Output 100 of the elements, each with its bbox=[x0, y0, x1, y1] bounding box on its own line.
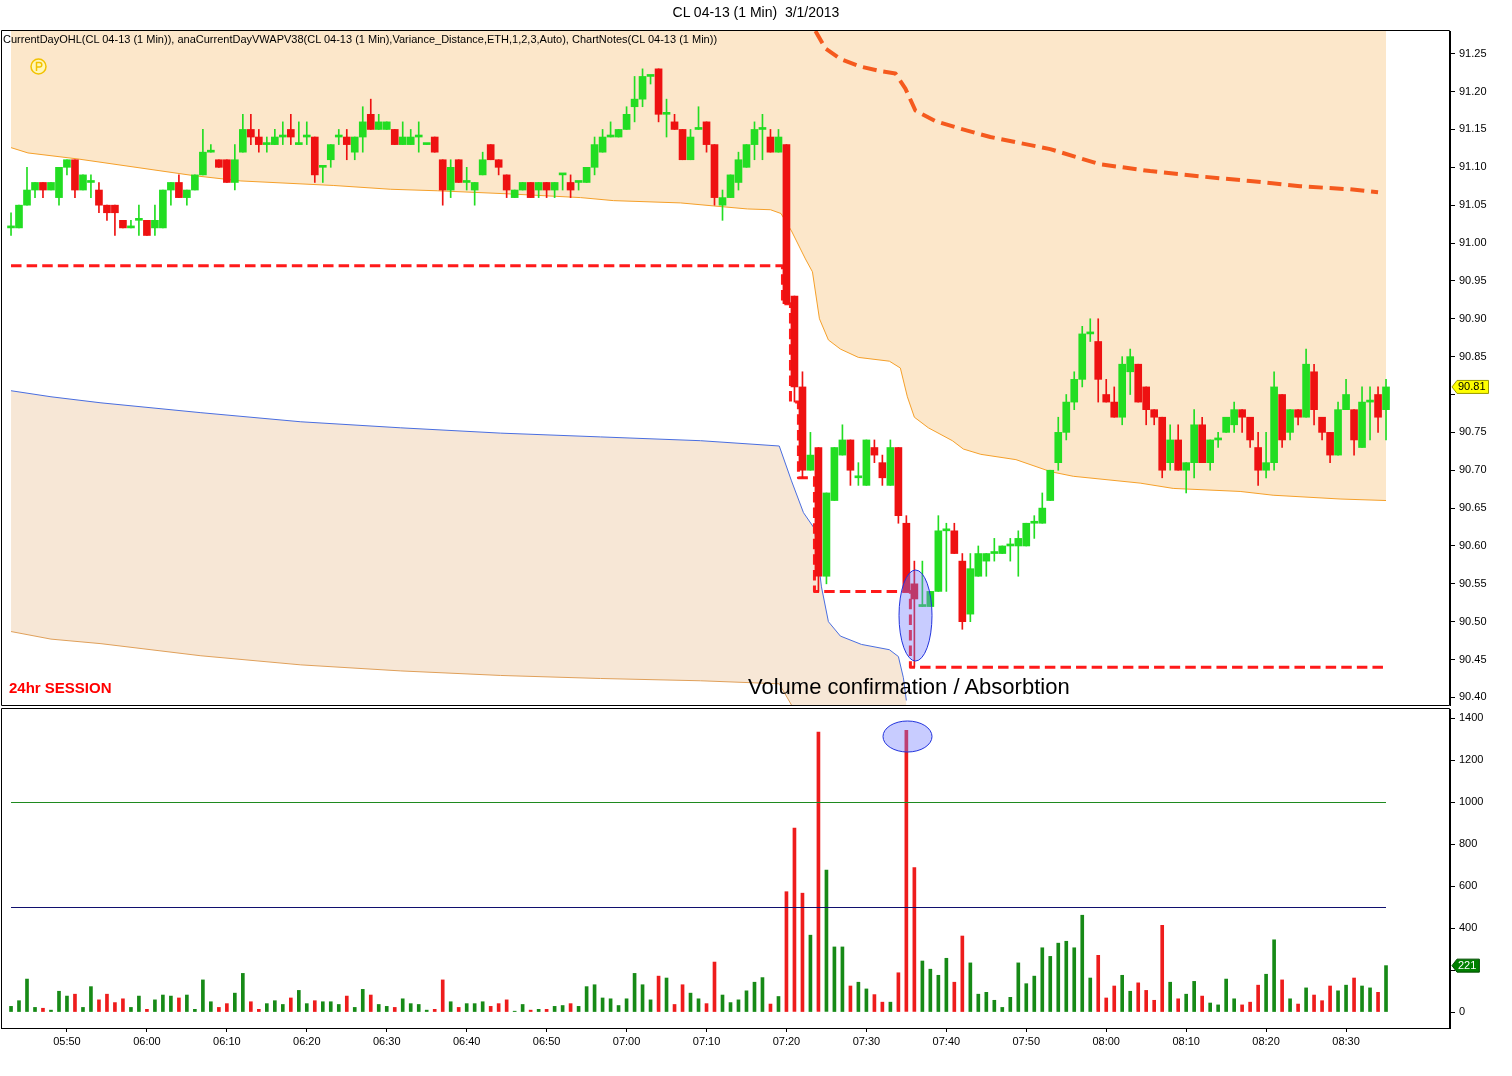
bar bbox=[1232, 998, 1236, 1012]
bar bbox=[129, 1007, 133, 1012]
y-tick-label: 90.55 bbox=[1459, 576, 1487, 589]
bar bbox=[1192, 981, 1196, 1012]
bar bbox=[360, 989, 365, 1012]
x-tick-label: 07:10 bbox=[692, 1034, 721, 1047]
bar bbox=[57, 990, 61, 1012]
bar bbox=[193, 1008, 197, 1012]
y-tick-label: 800 bbox=[1459, 837, 1478, 850]
bar bbox=[440, 979, 445, 1012]
bar bbox=[249, 1001, 253, 1012]
bar bbox=[73, 993, 77, 1012]
bar bbox=[1160, 924, 1165, 1012]
bar bbox=[1072, 947, 1077, 1012]
bar bbox=[392, 1007, 397, 1012]
bar bbox=[273, 1000, 277, 1012]
x-tick-label: 07:50 bbox=[1012, 1034, 1041, 1047]
bar bbox=[352, 1007, 357, 1012]
y-tick-label: 91.05 bbox=[1459, 198, 1487, 211]
bar bbox=[416, 1004, 421, 1012]
bar bbox=[1336, 990, 1340, 1012]
bar bbox=[1168, 981, 1172, 1012]
bar bbox=[464, 1003, 469, 1012]
bar bbox=[1176, 998, 1181, 1012]
bar bbox=[209, 1001, 213, 1012]
bar bbox=[81, 1007, 85, 1012]
bar bbox=[304, 1003, 309, 1012]
x-tick-label: 06:00 bbox=[133, 1034, 161, 1047]
bar bbox=[1104, 997, 1109, 1012]
annotation: Volume confirmation / Absorbtion bbox=[748, 674, 1070, 700]
bar bbox=[1376, 991, 1380, 1012]
bar bbox=[1184, 993, 1189, 1012]
y-tick-label: 90.50 bbox=[1459, 614, 1487, 627]
bar bbox=[105, 993, 109, 1012]
annotation: 90.81 bbox=[1458, 380, 1486, 393]
chart-title: CL 04-13 (1 Min) 3/1/2013 bbox=[671, 4, 841, 20]
y-tick-label: 90.60 bbox=[1459, 539, 1487, 551]
bar bbox=[1056, 942, 1061, 1012]
bar bbox=[1096, 955, 1101, 1012]
bar bbox=[1080, 914, 1085, 1012]
bar bbox=[1000, 1007, 1005, 1012]
bar bbox=[288, 997, 293, 1012]
y-tick-label: 90.70 bbox=[1459, 463, 1487, 476]
bar bbox=[161, 994, 165, 1012]
bar bbox=[1384, 965, 1388, 1012]
bar bbox=[137, 995, 141, 1012]
bar bbox=[1048, 956, 1053, 1012]
bar bbox=[1208, 1002, 1212, 1012]
candlestick bbox=[294, 121, 303, 145]
bar bbox=[1008, 997, 1013, 1012]
x-tick-label: 08:10 bbox=[1172, 1034, 1200, 1047]
y-tick-label: 90.65 bbox=[1459, 501, 1487, 514]
bar bbox=[1360, 985, 1364, 1012]
bar bbox=[9, 1006, 13, 1012]
bar bbox=[49, 1009, 53, 1012]
bar bbox=[1040, 947, 1045, 1012]
bar bbox=[328, 1001, 333, 1012]
bar bbox=[336, 1004, 341, 1012]
bar bbox=[1272, 939, 1276, 1012]
bar bbox=[265, 1003, 269, 1012]
bar bbox=[1032, 975, 1037, 1012]
bar bbox=[1088, 977, 1093, 1012]
bar bbox=[408, 1003, 413, 1012]
bar bbox=[1288, 998, 1292, 1012]
candlestick bbox=[286, 113, 295, 145]
x-tick-label: 06:10 bbox=[213, 1034, 241, 1047]
y-tick-label: 1400 bbox=[1459, 711, 1484, 724]
x-tick-label: 07:40 bbox=[932, 1034, 961, 1047]
bar bbox=[1112, 985, 1117, 1012]
bar bbox=[296, 990, 301, 1012]
bar bbox=[376, 1004, 381, 1012]
line-series bbox=[813, 31, 1381, 195]
x-tick-label: 06:20 bbox=[293, 1034, 321, 1047]
y-tick-label: 91.20 bbox=[1459, 84, 1487, 97]
y-tick-label: 1000 bbox=[1459, 795, 1484, 808]
bar bbox=[1152, 999, 1157, 1012]
bar bbox=[33, 1007, 37, 1012]
bar bbox=[97, 999, 101, 1012]
bar bbox=[1240, 1004, 1244, 1012]
bar bbox=[41, 1007, 45, 1012]
x-tick-label: 08:00 bbox=[1092, 1034, 1120, 1047]
bar bbox=[233, 992, 237, 1012]
bar bbox=[1064, 940, 1069, 1012]
bar bbox=[1128, 990, 1133, 1012]
bar bbox=[448, 1001, 453, 1012]
bar bbox=[121, 998, 125, 1012]
x-tick-label: 05:50 bbox=[53, 1034, 81, 1047]
annotation: 221 bbox=[1458, 959, 1477, 972]
bar bbox=[65, 995, 69, 1012]
bar bbox=[153, 999, 157, 1012]
bar bbox=[1256, 984, 1260, 1012]
bar bbox=[185, 994, 189, 1012]
bar bbox=[1136, 982, 1141, 1012]
bar bbox=[984, 991, 989, 1012]
bar bbox=[217, 1007, 221, 1012]
annotation: CurrentDayOHL(CL 04-13 (1 Min)), anaCurrentDayVWAPV38(CL 04-13 (1 Min),Variance_Distance,ETH,1,2,3,Auto), ChartNotes(CL 04-13 (1 Min)) bbox=[3, 33, 718, 46]
x-tick-label: 06:50 bbox=[532, 1034, 561, 1047]
bar bbox=[1120, 974, 1125, 1012]
annotation: 24hr SESSION bbox=[9, 679, 112, 697]
bar bbox=[17, 1000, 21, 1012]
